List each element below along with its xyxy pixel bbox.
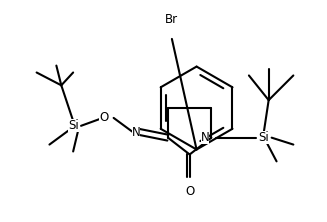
Text: Si: Si xyxy=(258,131,269,144)
Text: N: N xyxy=(131,126,140,139)
Text: Si: Si xyxy=(68,119,78,132)
Text: O: O xyxy=(99,111,109,124)
Text: Br: Br xyxy=(165,13,178,26)
Text: N: N xyxy=(201,131,209,144)
Text: O: O xyxy=(185,185,194,198)
